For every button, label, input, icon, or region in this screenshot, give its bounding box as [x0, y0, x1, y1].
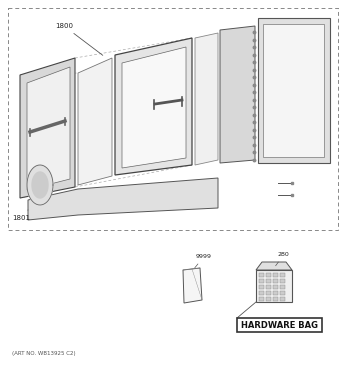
Bar — [259, 297, 264, 301]
Bar — [273, 279, 278, 283]
Text: HARDWARE BAG: HARDWARE BAG — [241, 320, 318, 329]
Bar — [256, 270, 292, 302]
Polygon shape — [27, 67, 70, 190]
Polygon shape — [122, 47, 186, 168]
Bar — [273, 291, 278, 295]
Bar — [266, 273, 271, 277]
Polygon shape — [115, 38, 192, 175]
Bar — [273, 273, 278, 277]
Polygon shape — [32, 172, 48, 198]
Text: 1800: 1800 — [55, 23, 103, 55]
Bar — [237, 318, 322, 332]
Polygon shape — [20, 58, 75, 198]
Bar — [266, 285, 271, 289]
Polygon shape — [220, 26, 255, 163]
Text: 9999: 9999 — [195, 254, 212, 268]
Bar — [266, 291, 271, 295]
Bar — [280, 279, 285, 283]
Bar — [266, 279, 271, 283]
Polygon shape — [258, 18, 330, 163]
Bar — [280, 273, 285, 277]
Bar — [280, 291, 285, 295]
Bar — [280, 285, 285, 289]
Polygon shape — [256, 262, 292, 270]
Bar — [266, 297, 271, 301]
Text: (ART NO. WB13925 C2): (ART NO. WB13925 C2) — [12, 351, 76, 356]
Polygon shape — [195, 33, 218, 165]
Polygon shape — [183, 268, 202, 303]
Bar — [280, 297, 285, 301]
Bar — [8, 8, 338, 230]
Bar — [259, 273, 264, 277]
Polygon shape — [78, 58, 112, 185]
Polygon shape — [27, 165, 53, 205]
Polygon shape — [28, 178, 218, 220]
Bar — [259, 285, 264, 289]
Text: 1801: 1801 — [12, 210, 30, 221]
Polygon shape — [263, 24, 324, 157]
Bar — [259, 279, 264, 283]
Bar — [273, 297, 278, 301]
Text: 280: 280 — [276, 252, 290, 266]
Bar — [259, 291, 264, 295]
Bar — [273, 285, 278, 289]
